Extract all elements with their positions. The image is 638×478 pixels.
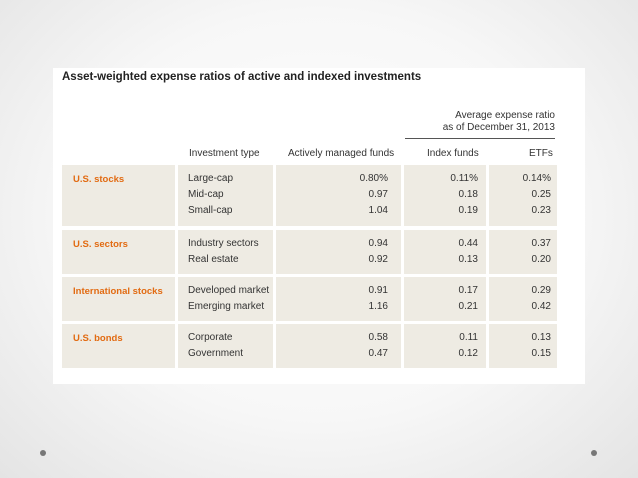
type-label: Corporate <box>188 332 233 343</box>
index-value: 0.21 <box>458 301 478 312</box>
col-header-investment-type: Investment type <box>189 148 260 159</box>
index-cell: 0.17 0.21 <box>404 277 486 321</box>
etf-value: 0.29 <box>531 285 551 296</box>
type-label: Industry sectors <box>188 238 259 249</box>
expense-ratio-table-card: Asset-weighted expense ratios of active … <box>53 68 585 384</box>
index-cell: 0.11% 0.18 0.19 <box>404 165 486 226</box>
etf-value: 0.25 <box>531 189 551 200</box>
type-cell: Industry sectors Real estate <box>178 230 273 274</box>
active-value: 0.92 <box>368 254 388 265</box>
average-expense-ratio-header: Average expense ratio as of December 31,… <box>405 110 555 134</box>
etf-cell: 0.13 0.15 <box>489 324 557 368</box>
index-value: 0.17 <box>458 285 478 296</box>
header-divider <box>405 138 555 139</box>
type-cell: Corporate Government <box>178 324 273 368</box>
active-value: 1.04 <box>368 205 388 216</box>
type-label: Emerging market <box>188 301 265 312</box>
active-value: 0.91 <box>368 285 388 296</box>
col-header-active: Actively managed funds <box>288 148 395 159</box>
group-cell: U.S. bonds <box>62 324 175 368</box>
type-label: Government <box>188 348 244 359</box>
type-cell: Large-cap Mid-cap Small-cap <box>178 165 273 226</box>
group-label: International stocks <box>73 286 163 297</box>
etf-value: 0.15 <box>531 348 551 359</box>
active-cell: 0.58 0.47 <box>276 324 401 368</box>
active-cell: 0.94 0.92 <box>276 230 401 274</box>
etf-value: 0.14% <box>522 173 551 184</box>
etf-value: 0.37 <box>531 238 551 249</box>
active-value: 1.16 <box>368 301 388 312</box>
group-cell: U.S. sectors <box>62 230 175 274</box>
etf-value: 0.20 <box>531 254 551 265</box>
group-cell: U.S. stocks <box>62 165 175 226</box>
slide-nav-dot-right[interactable] <box>591 450 597 456</box>
group-label: U.S. stocks <box>73 174 125 185</box>
etf-value: 0.23 <box>531 205 551 216</box>
index-value: 0.12 <box>458 348 478 359</box>
index-value: 0.11% <box>450 173 478 184</box>
index-cell: 0.11 0.12 <box>404 324 486 368</box>
type-label: Real estate <box>188 254 239 265</box>
type-label: Mid-cap <box>188 189 224 200</box>
group-label: U.S. sectors <box>73 239 128 250</box>
index-value: 0.44 <box>458 238 478 249</box>
col-header-index: Index funds <box>427 148 479 159</box>
active-value: 0.47 <box>368 348 388 359</box>
active-cell: 0.80% 0.97 1.04 <box>276 165 401 226</box>
type-label: Large-cap <box>188 173 234 184</box>
index-value: 0.19 <box>458 205 478 216</box>
active-value: 0.97 <box>368 189 388 200</box>
etf-cell: 0.14% 0.25 0.23 <box>489 165 557 226</box>
etf-value: 0.42 <box>531 301 551 312</box>
table-title: Asset-weighted expense ratios of active … <box>62 71 422 83</box>
active-cell: 0.91 1.16 <box>276 277 401 321</box>
group-cell: International stocks <box>62 277 175 321</box>
type-label: Developed market <box>188 285 270 296</box>
active-value: 0.58 <box>368 332 388 343</box>
group-label: U.S. bonds <box>73 333 123 344</box>
active-value: 0.94 <box>368 238 388 249</box>
index-value: 0.18 <box>458 189 478 200</box>
index-value: 0.11 <box>459 332 478 343</box>
avg-header-line2: as of December 31, 2013 <box>442 122 555 133</box>
index-value: 0.13 <box>458 254 478 265</box>
type-label: Small-cap <box>188 205 233 216</box>
index-cell: 0.44 0.13 <box>404 230 486 274</box>
etf-cell: 0.37 0.20 <box>489 230 557 274</box>
etf-value: 0.13 <box>531 332 551 343</box>
avg-header-line1: Average expense ratio <box>455 110 555 121</box>
col-header-etfs: ETFs <box>529 148 553 159</box>
slide-nav-dot-left[interactable] <box>40 450 46 456</box>
type-cell: Developed market Emerging market <box>178 277 273 321</box>
etf-cell: 0.29 0.42 <box>489 277 557 321</box>
active-value: 0.80% <box>359 173 388 184</box>
